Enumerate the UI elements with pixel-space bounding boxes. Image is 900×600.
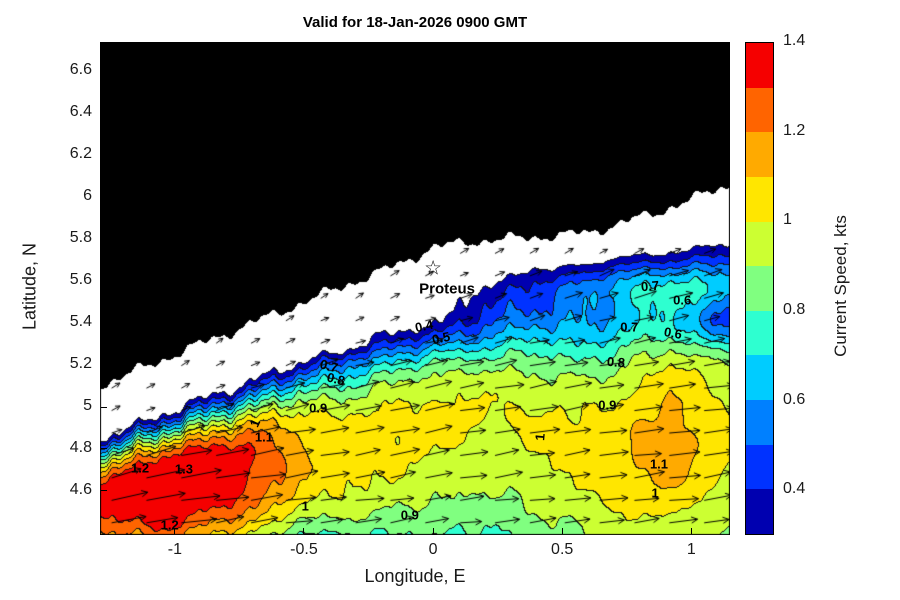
y-tick-label: 5.8 bbox=[69, 229, 92, 247]
y-axis-label: Latitude, N bbox=[19, 242, 40, 331]
colorbar-tick-label: 0.8 bbox=[783, 300, 806, 318]
colorbar-tick-label: 0.6 bbox=[783, 390, 806, 408]
y-tick-label: 6.2 bbox=[69, 145, 92, 163]
y-tick-label: 5.2 bbox=[69, 355, 92, 373]
x-tick-label: 0.5 bbox=[551, 541, 574, 558]
colorbar-tick-label: 1 bbox=[783, 211, 792, 229]
colorbar bbox=[745, 42, 774, 535]
colorbar-bin bbox=[746, 489, 773, 535]
colorbar-bin bbox=[746, 132, 773, 177]
colorbar-bin bbox=[746, 176, 773, 222]
chart-title: Valid for 18-Jan-2026 0900 GMT bbox=[302, 14, 528, 31]
colorbar-tick-label: 0.4 bbox=[783, 480, 806, 498]
colorbar-tick-label: 1.2 bbox=[783, 121, 806, 139]
colorbar-bin bbox=[746, 310, 773, 356]
x-tick-label: 1 bbox=[686, 541, 696, 558]
colorbar-bin bbox=[746, 444, 773, 490]
x-tick-label: -1 bbox=[167, 541, 182, 558]
y-tick-label: 6.6 bbox=[69, 61, 92, 79]
colorbar-bin bbox=[746, 87, 773, 133]
y-tick-label: 4.8 bbox=[69, 438, 92, 456]
colorbar-bin bbox=[746, 355, 773, 401]
y-tick-label: 4.6 bbox=[69, 480, 92, 498]
y-tick-label: 5.4 bbox=[69, 313, 92, 331]
colorbar-bin bbox=[746, 266, 773, 311]
colorbar-bin bbox=[746, 400, 773, 445]
y-tick-label: 6.4 bbox=[69, 103, 92, 121]
colorbar-label: Current Speed, kts bbox=[831, 215, 850, 357]
y-tick-label: 5.6 bbox=[69, 271, 92, 289]
x-tick-label: -0.5 bbox=[290, 541, 318, 558]
colorbar-bin bbox=[746, 43, 773, 88]
y-tick-label: 5 bbox=[83, 397, 92, 415]
colorbar-bin bbox=[746, 221, 773, 267]
y-tick-label: 6 bbox=[83, 187, 92, 205]
x-axis-label: Longitude, E bbox=[364, 566, 466, 586]
contour-map-canvas bbox=[100, 42, 730, 535]
x-tick-label: 0 bbox=[428, 541, 438, 558]
colorbar-tick-label: 1.4 bbox=[783, 32, 806, 49]
